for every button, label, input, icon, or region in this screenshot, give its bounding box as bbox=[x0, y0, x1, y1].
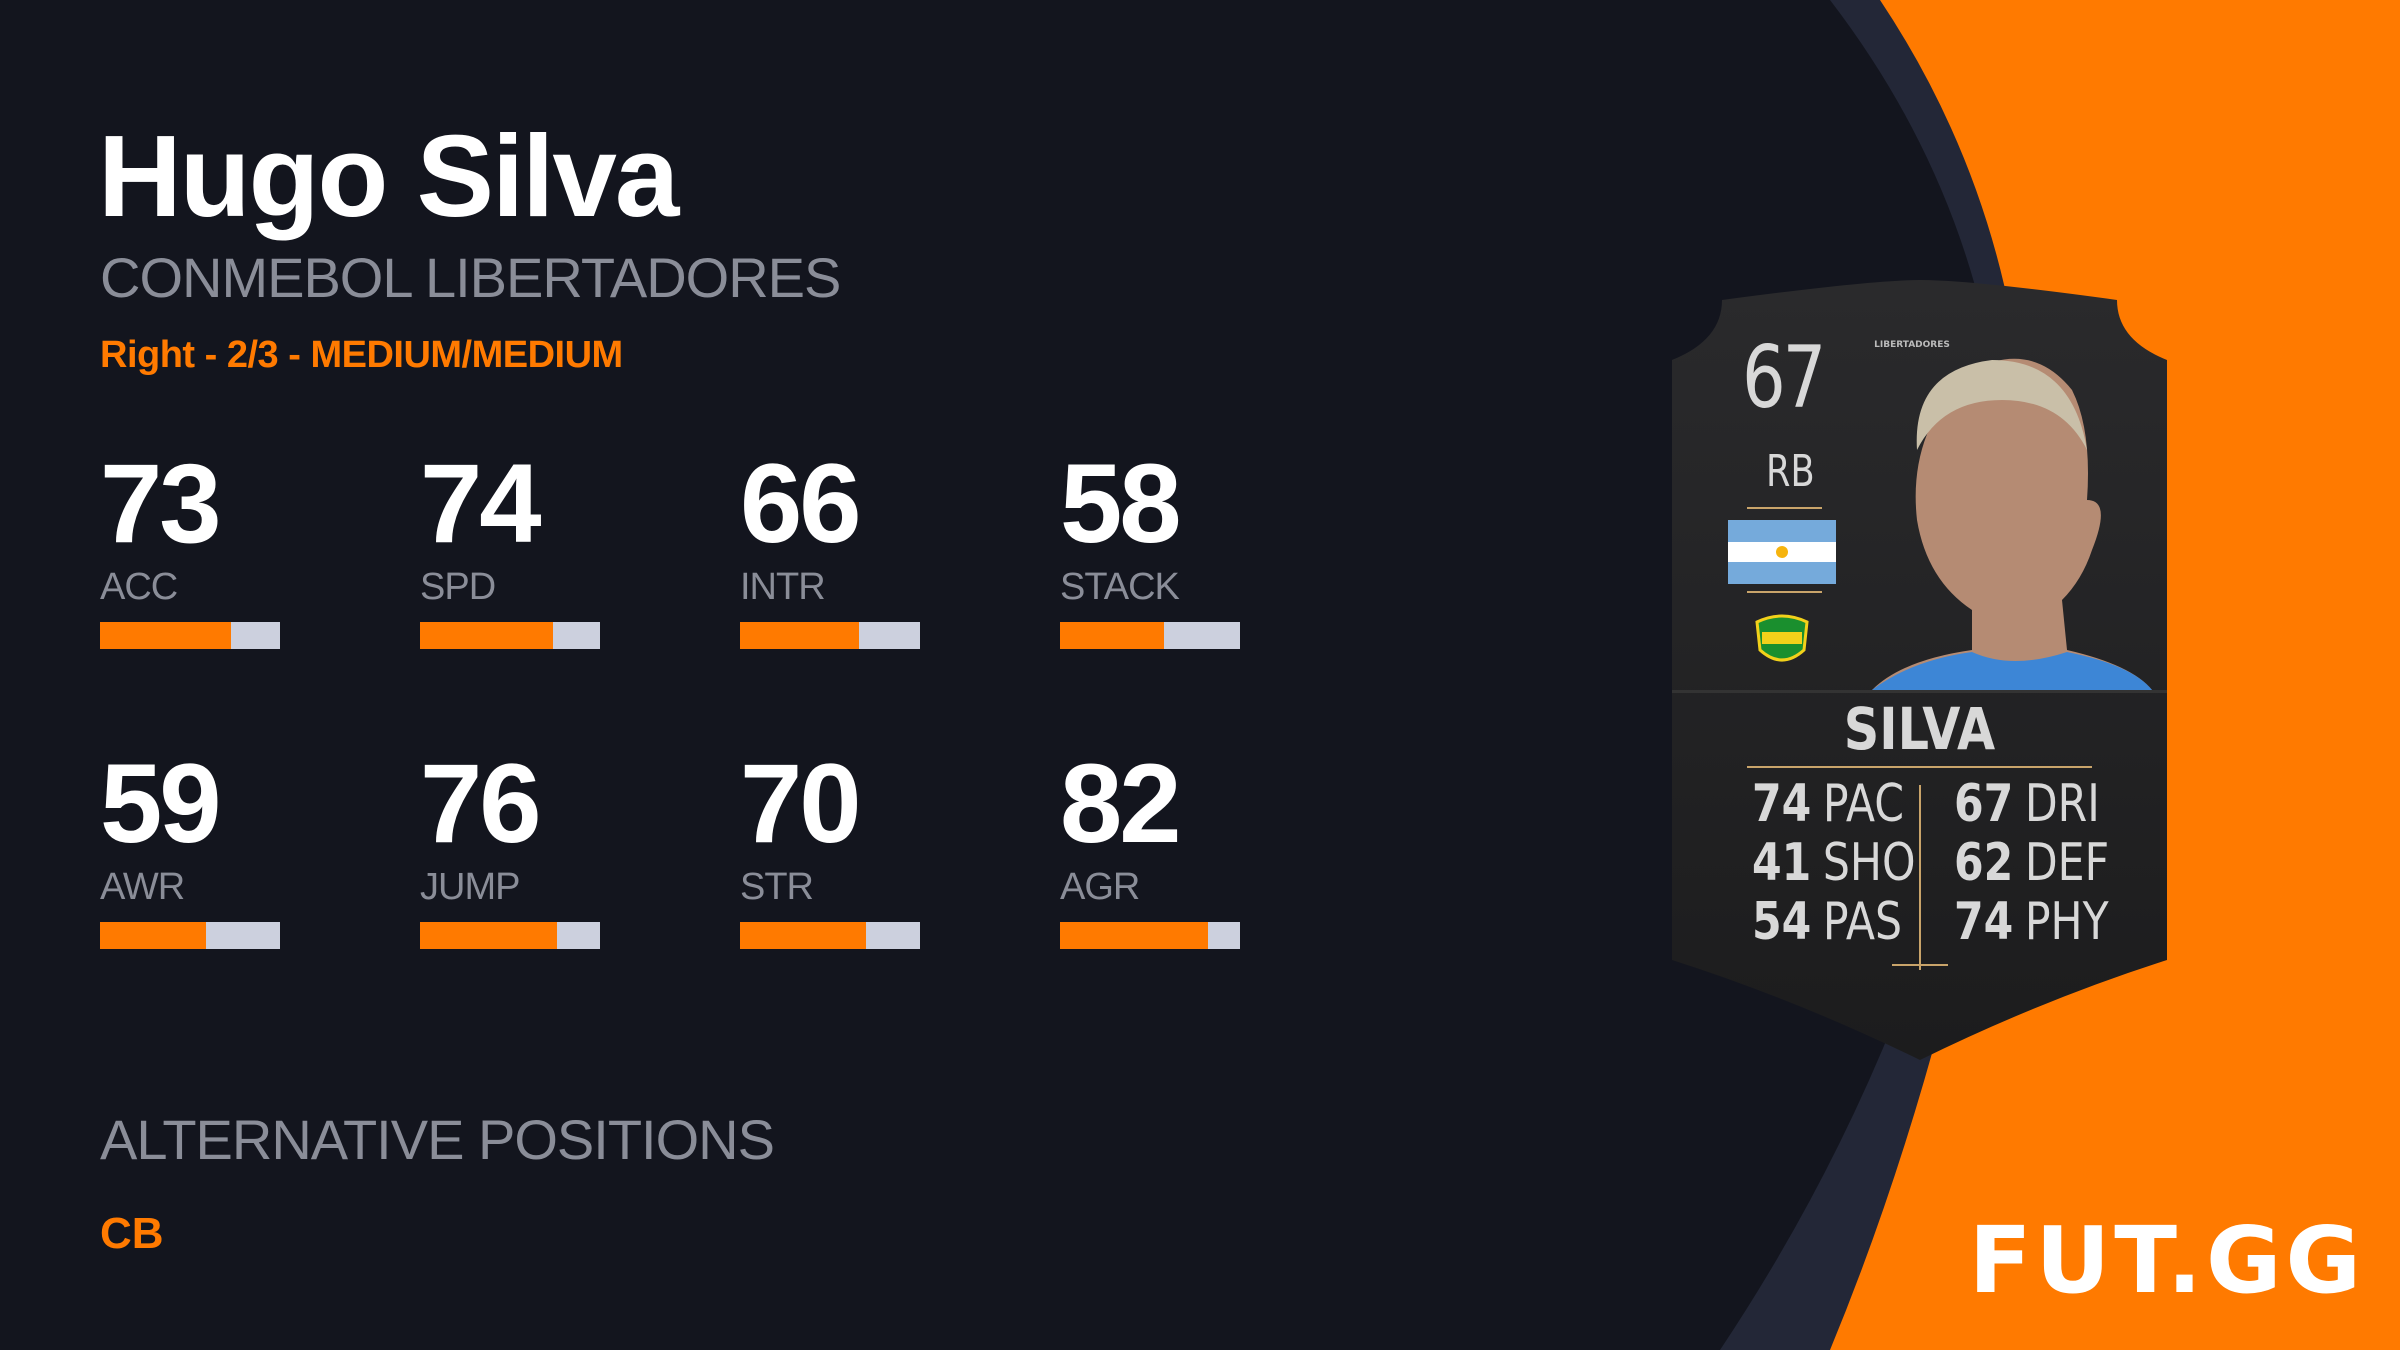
stat-bar bbox=[420, 922, 600, 949]
stat-value: 76 bbox=[420, 741, 542, 866]
stat-label: SPD bbox=[420, 566, 496, 608]
stat-value: 58 bbox=[1060, 441, 1182, 566]
stat-label: ACC bbox=[100, 566, 178, 608]
stat-value: 41 bbox=[1752, 833, 1812, 893]
stat-str: 70 STR bbox=[740, 748, 940, 949]
player-attributes: Right - 2/3 - MEDIUM/MEDIUM bbox=[100, 334, 623, 376]
stat-bar bbox=[1060, 622, 1240, 649]
card-left-stats: 74 PAC 41 SHO 54 PAS bbox=[1752, 775, 1916, 952]
stat-acc: 73 ACC bbox=[100, 448, 300, 649]
stat-bar-fill bbox=[420, 622, 554, 649]
stat-value: 82 bbox=[1060, 741, 1182, 866]
card-shape bbox=[1672, 280, 2167, 1060]
stat-label: AWR bbox=[100, 866, 185, 908]
club-badge-icon bbox=[1755, 614, 1809, 662]
stat-value: 70 bbox=[740, 741, 862, 866]
stat-bar-fill bbox=[740, 622, 859, 649]
stat-jump: 76 JUMP bbox=[420, 748, 620, 949]
stat-value: 74 bbox=[1954, 892, 2014, 952]
stat-spd: 74 SPD bbox=[420, 448, 620, 649]
stat-label: PHY bbox=[2024, 892, 2109, 952]
futgg-logo: FUT.GG bbox=[1968, 1207, 2365, 1314]
stat-bar-fill bbox=[420, 922, 557, 949]
stat-awr: 59 AWR bbox=[100, 748, 300, 949]
stat-label: AGR bbox=[1060, 866, 1140, 908]
player-name: Hugo Silva bbox=[98, 111, 679, 241]
card-rating: 67 bbox=[1742, 328, 1826, 428]
stat-value: 74 bbox=[420, 441, 542, 566]
alternative-positions-heading: ALTERNATIVE POSITIONS bbox=[100, 1108, 775, 1171]
stat-bar-fill bbox=[740, 922, 866, 949]
stat-value: 74 bbox=[1752, 774, 1812, 834]
card-stat-dri: 67 DRI bbox=[1954, 775, 2109, 834]
stat-bar bbox=[740, 622, 920, 649]
stat-label: STACK bbox=[1060, 566, 1180, 608]
card-stat-def: 62 DEF bbox=[1954, 834, 2109, 893]
league-logo: LIBERTADORES bbox=[1874, 340, 1950, 350]
stat-bar-fill bbox=[1060, 622, 1165, 649]
stat-label: DRI bbox=[2024, 774, 2100, 834]
card-stat-pac: 74 PAC bbox=[1752, 775, 1916, 834]
stat-value: 73 bbox=[100, 441, 222, 566]
stat-stack: 58 STACK bbox=[1060, 448, 1260, 649]
stat-label: INTR bbox=[740, 566, 826, 608]
stat-label: PAC bbox=[1822, 774, 1905, 834]
stat-value: 59 bbox=[100, 741, 222, 866]
stat-value: 62 bbox=[1954, 833, 2014, 893]
player-photo bbox=[1872, 358, 2152, 690]
stat-intr: 66 INTR bbox=[740, 448, 940, 649]
stat-label: DEF bbox=[2024, 833, 2110, 893]
stat-value: 66 bbox=[740, 441, 862, 566]
stat-value: 54 bbox=[1752, 892, 1812, 952]
stat-label: STR bbox=[740, 866, 814, 908]
stat-bar bbox=[740, 922, 920, 949]
stat-bar bbox=[1060, 922, 1240, 949]
card-stat-pas: 54 PAS bbox=[1752, 893, 1916, 952]
stat-bar-fill bbox=[100, 922, 207, 949]
stat-value: 67 bbox=[1954, 774, 2014, 834]
card-right-stats: 67 DRI 62 DEF 74 PHY bbox=[1954, 775, 2109, 952]
argentina-flag bbox=[1728, 520, 1836, 584]
stat-label: SHO bbox=[1822, 833, 1916, 893]
stat-bar bbox=[100, 622, 280, 649]
stat-label: JUMP bbox=[420, 866, 520, 908]
stat-agr: 82 AGR bbox=[1060, 748, 1260, 949]
card-name: SILVA bbox=[1843, 695, 1996, 763]
stat-bar-fill bbox=[100, 622, 232, 649]
stat-bar-fill bbox=[1060, 922, 1208, 949]
card-version: CONMEBOL LIBERTADORES bbox=[100, 246, 841, 309]
stat-bar bbox=[420, 622, 600, 649]
card-position: RB bbox=[1766, 446, 1815, 497]
alternative-position-value: CB bbox=[100, 1209, 164, 1258]
stat-bar bbox=[100, 922, 280, 949]
card-stat-sho: 41 SHO bbox=[1752, 834, 1916, 893]
card-stat-phy: 74 PHY bbox=[1954, 893, 2109, 952]
player-card[interactable]: LIBERTADORES 67 RB SILVA 74 PAC 41 SHO 54 P… bbox=[1672, 280, 2167, 1060]
stat-label: PAS bbox=[1822, 892, 1903, 952]
